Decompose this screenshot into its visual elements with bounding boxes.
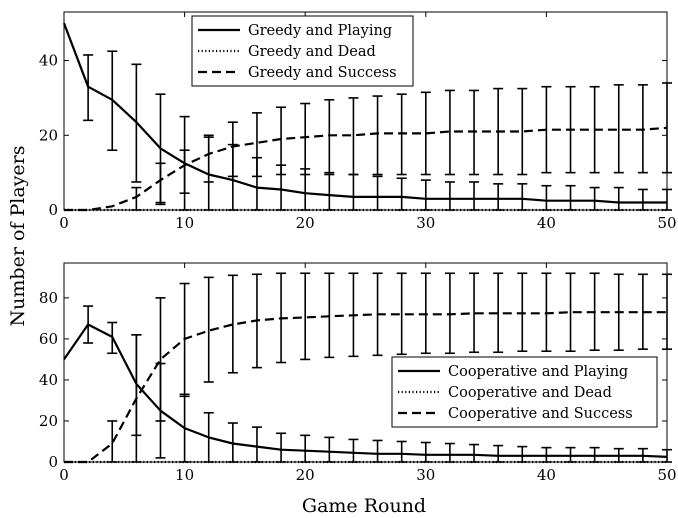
- legend-label: Greedy and Dead: [248, 44, 376, 60]
- legend-label: Cooperative and Dead: [448, 385, 612, 401]
- y-tick-label: 80: [39, 289, 58, 307]
- x-tick-label: 10: [175, 214, 194, 232]
- legend: Greedy and Playing Greedy and Dead Greedy …: [191, 15, 414, 87]
- x-tick-label: 20: [296, 214, 315, 232]
- x-axis-label: Game Round: [302, 495, 426, 517]
- series-line: [63, 323, 668, 458]
- x-tick-label: 20: [296, 466, 315, 484]
- x-tick-label: 40: [537, 466, 556, 484]
- legend-label: Greedy and Playing: [248, 23, 392, 39]
- series-line: [62, 22, 667, 204]
- series-cooperative-and-playing: [63, 305, 672, 463]
- y-tick-label: 0: [48, 453, 58, 471]
- y-tick-label: 20: [39, 412, 58, 430]
- x-tick-label: 50: [657, 466, 676, 484]
- legend-label: Cooperative and Success: [448, 406, 633, 422]
- chart-panel-cooperative: 0 10 20 30 40 50 0 20 40 60 80 Cooperative and Play…: [39, 262, 677, 484]
- series-line: [64, 126, 668, 212]
- y-tick-label: 0: [48, 201, 58, 219]
- legend: Cooperative and Playing Cooperative and D…: [391, 356, 658, 428]
- x-tick-label: 50: [657, 214, 676, 232]
- y-tick-label: 40: [39, 371, 58, 389]
- series-cooperative-and-success: [64, 272, 672, 464]
- plot-frame: [63, 262, 668, 463]
- series-greedy-and-playing: [62, 22, 672, 211]
- series-greedy-and-success: [64, 82, 672, 212]
- legend-label: Greedy and Success: [248, 65, 397, 81]
- x-tick-label: 0: [59, 214, 69, 232]
- x-tick-label: 30: [416, 214, 435, 232]
- legend-label: Cooperative and Playing: [448, 364, 628, 380]
- x-tick-label: 40: [537, 214, 556, 232]
- y-tick-label: 20: [39, 126, 58, 144]
- y-tick-label: 60: [39, 330, 58, 348]
- x-tick-label: 30: [416, 466, 435, 484]
- x-tick-label: 0: [59, 466, 69, 484]
- y-axis-label: Number of Players: [7, 146, 29, 327]
- legend-box: [191, 15, 414, 87]
- series-line: [64, 311, 667, 464]
- legend-box: [391, 356, 658, 428]
- x-tick-label: 10: [175, 466, 194, 484]
- y-tick-label: 40: [39, 52, 58, 70]
